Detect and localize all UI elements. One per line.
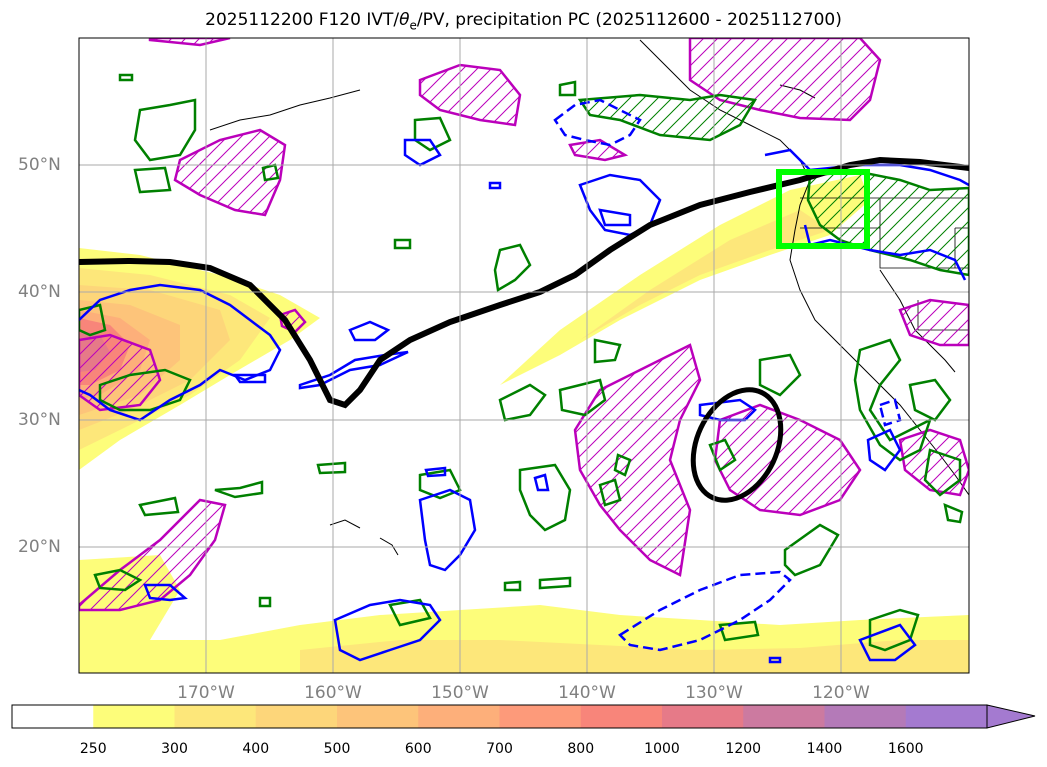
- colorbar-tick-label: 600: [404, 741, 432, 757]
- colorbar: [11, 704, 1036, 729]
- pv-contour-line: [79, 156, 969, 409]
- lon-label-120w: 120°W: [812, 683, 870, 703]
- colorbar-segment: [743, 705, 825, 728]
- colorbar-segment: [255, 705, 338, 728]
- colorbar-tick-label: 500: [323, 741, 351, 757]
- lon-label-130w: 130°W: [685, 683, 743, 703]
- colorbar-segment: [580, 705, 663, 728]
- lat-label-40: 40°N: [18, 282, 61, 302]
- pv-closed-contour: [690, 387, 784, 503]
- colorbar-tick-label: 1000: [644, 741, 680, 757]
- colorbar-tick-label: 800: [567, 741, 595, 757]
- colorbar-segment: [337, 705, 419, 728]
- gridlines: [79, 38, 969, 673]
- lon-label-170w: 170°W: [177, 683, 235, 703]
- colorbar-frame: [11, 704, 988, 729]
- colorbar-tick-label: 300: [161, 741, 188, 757]
- colorbar-segment: [12, 705, 94, 728]
- colorbar-tick-label: 250: [79, 741, 107, 757]
- colorbar-tick-label: 700: [486, 741, 513, 757]
- lat-label-20: 20°N: [18, 537, 61, 557]
- lon-label-150w: 150°W: [431, 683, 489, 703]
- colorbar-segment: [905, 705, 988, 728]
- region-highlight-box: [776, 169, 870, 249]
- lat-label-30: 30°N: [18, 410, 61, 430]
- colorbar-tick-label: 400: [242, 741, 270, 757]
- colorbar-segment: [93, 705, 175, 728]
- lon-label-140w: 140°W: [558, 683, 616, 703]
- map-title: 2025112200 F120 IVT/θe/PV, precipitation…: [205, 10, 842, 33]
- colorbar-extend-arrow: [986, 704, 1036, 729]
- colorbar-tick-label: 1600: [887, 741, 924, 757]
- colorbar-segment: [662, 705, 744, 728]
- lon-label-160w: 160°W: [304, 683, 362, 703]
- colorbar-segment: [174, 705, 257, 728]
- colorbar-segment: [824, 705, 907, 728]
- colorbar-segment: [418, 705, 500, 728]
- lat-label-50: 50°N: [18, 155, 61, 175]
- colorbar-tick-label: 1400: [806, 741, 843, 757]
- colorbar-segment: [499, 705, 582, 728]
- colorbar-tick-label: 1200: [725, 741, 762, 757]
- map-canvas: [78, 37, 970, 674]
- map-frame: [78, 37, 970, 674]
- precip-pc-hatched: [79, 38, 969, 612]
